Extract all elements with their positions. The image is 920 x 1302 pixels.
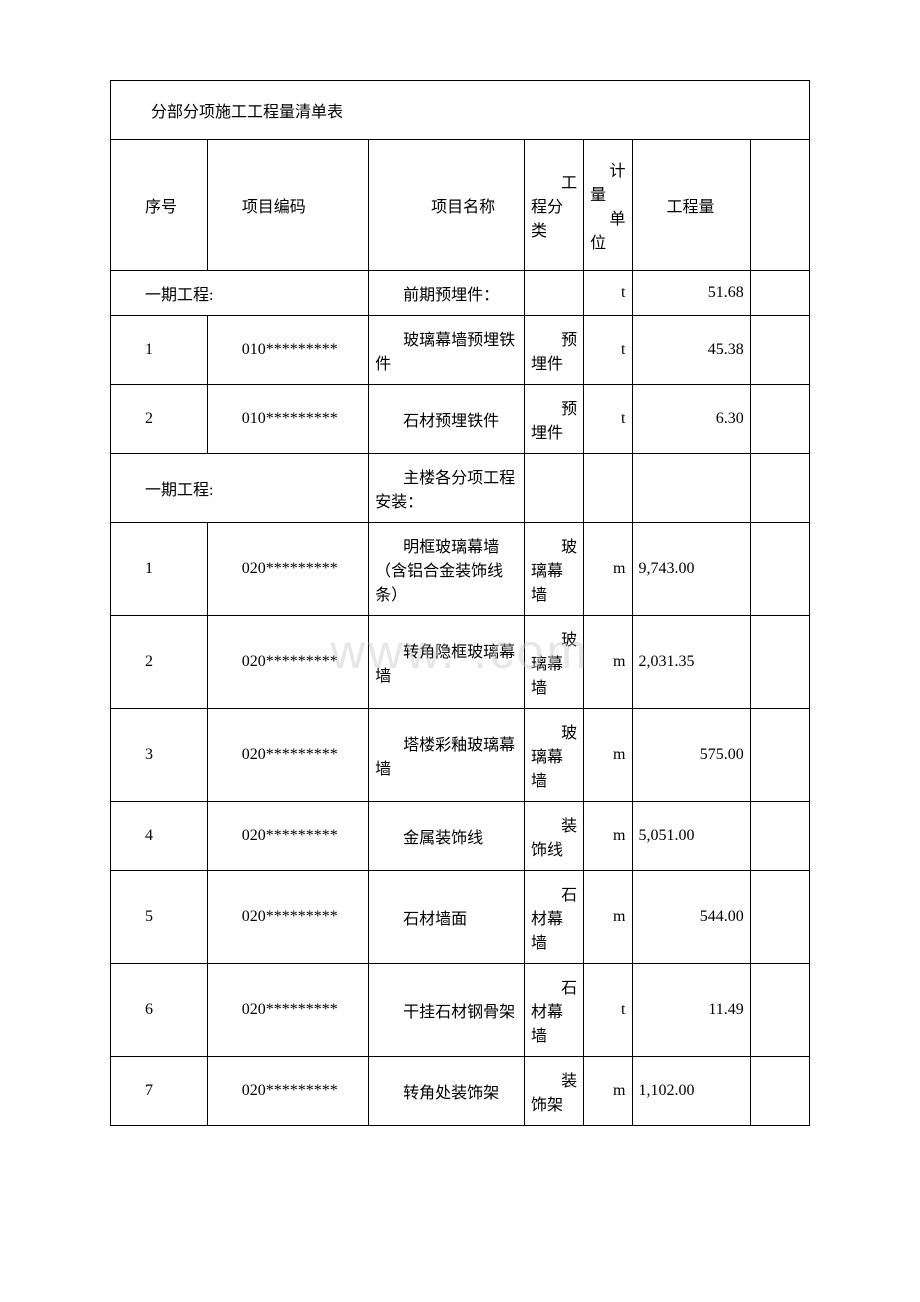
cell-extra — [750, 316, 809, 385]
section-extra — [750, 271, 809, 316]
cell-name: 石材墙面 — [369, 871, 525, 964]
header-seq: 序号 — [111, 140, 208, 271]
cell-quantity: 1,102.00 — [632, 1057, 750, 1126]
cell-category: 预埋件 — [524, 316, 583, 385]
header-code: 项目编码 — [207, 140, 368, 271]
table-row: 3 020********* 塔楼彩釉玻璃幕墙 玻璃幕墙 m 575.00 — [111, 709, 810, 802]
cell-unit: m — [584, 709, 632, 802]
section-category — [524, 454, 583, 523]
cell-extra — [750, 385, 809, 454]
cell-unit: m — [584, 1057, 632, 1126]
cell-category: 装饰架 — [524, 1057, 583, 1126]
cell-category: 玻璃幕墙 — [524, 523, 583, 616]
cell-unit: m — [584, 616, 632, 709]
cell-category: 预埋件 — [524, 385, 583, 454]
cell-unit: t — [584, 964, 632, 1057]
cell-name: 明框玻璃幕墙（含铝合金装饰线条） — [369, 523, 525, 616]
cell-extra — [750, 709, 809, 802]
cell-code: 020********* — [207, 871, 368, 964]
cell-extra — [750, 1057, 809, 1126]
section-row: 一期工程: 主楼各分项工程安装： — [111, 454, 810, 523]
cell-quantity: 45.38 — [632, 316, 750, 385]
cell-code: 010********* — [207, 316, 368, 385]
cell-quantity: 575.00 — [632, 709, 750, 802]
header-category: 工程分类 — [524, 140, 583, 271]
cell-seq: 6 — [111, 964, 208, 1057]
section-unit — [584, 454, 632, 523]
cell-code: 020********* — [207, 616, 368, 709]
cell-name: 塔楼彩釉玻璃幕墙 — [369, 709, 525, 802]
section-quantity: 51.68 — [632, 271, 750, 316]
table-row: 5 020********* 石材墙面 石材幕墙 m 544.00 — [111, 871, 810, 964]
cell-name: 玻璃幕墙预埋铁件 — [369, 316, 525, 385]
section-name: 前期预埋件： — [369, 271, 525, 316]
cell-seq: 3 — [111, 709, 208, 802]
cell-code: 020********* — [207, 802, 368, 871]
cell-category: 玻璃幕墙 — [524, 709, 583, 802]
cell-extra — [750, 523, 809, 616]
table-title: 分部分项施工工程量清单表 — [111, 81, 810, 140]
section-category — [524, 271, 583, 316]
cell-quantity: 11.49 — [632, 964, 750, 1057]
cell-seq: 2 — [111, 616, 208, 709]
table-row: 1 020********* 明框玻璃幕墙（含铝合金装饰线条） 玻璃幕墙 m 9… — [111, 523, 810, 616]
cell-seq: 7 — [111, 1057, 208, 1126]
cell-extra — [750, 964, 809, 1057]
cell-seq: 4 — [111, 802, 208, 871]
cell-code: 010********* — [207, 385, 368, 454]
cell-unit: t — [584, 385, 632, 454]
section-extra — [750, 454, 809, 523]
header-name: 项目名称 — [369, 140, 525, 271]
section-unit: t — [584, 271, 632, 316]
cell-unit: t — [584, 316, 632, 385]
cell-quantity: 2,031.35 — [632, 616, 750, 709]
table-title-row: 分部分项施工工程量清单表 — [111, 81, 810, 140]
cell-category: 装饰线 — [524, 802, 583, 871]
table-row: 1 010********* 玻璃幕墙预埋铁件 预埋件 t 45.38 — [111, 316, 810, 385]
cell-seq: 5 — [111, 871, 208, 964]
header-quantity: 工程量 — [632, 140, 750, 271]
cell-seq: 1 — [111, 523, 208, 616]
cell-unit: m — [584, 802, 632, 871]
cell-quantity: 544.00 — [632, 871, 750, 964]
section-name: 主楼各分项工程安装： — [369, 454, 525, 523]
cell-name: 金属装饰线 — [369, 802, 525, 871]
table-row: 2 010********* 石材预埋铁件 预埋件 t 6.30 — [111, 385, 810, 454]
cell-name: 转角隐框玻璃幕墙 — [369, 616, 525, 709]
cell-quantity: 9,743.00 — [632, 523, 750, 616]
cell-unit: m — [584, 523, 632, 616]
header-extra — [750, 140, 809, 271]
cell-seq: 1 — [111, 316, 208, 385]
cell-extra — [750, 802, 809, 871]
cell-code: 020********* — [207, 709, 368, 802]
cell-code: 020********* — [207, 964, 368, 1057]
cell-code: 020********* — [207, 523, 368, 616]
cell-seq: 2 — [111, 385, 208, 454]
cell-name: 干挂石材钢骨架 — [369, 964, 525, 1057]
table-row: 2 020********* 转角隐框玻璃幕墙 玻璃幕墙 m 2,031.35 — [111, 616, 810, 709]
cell-unit: m — [584, 871, 632, 964]
table-row: 6 020********* 干挂石材钢骨架 石材幕墙 t 11.49 — [111, 964, 810, 1057]
document-page: www. .com 分部分项施工工程量清单表 序号 项目编码 项目名称 工程分类… — [0, 0, 920, 1166]
cell-code: 020********* — [207, 1057, 368, 1126]
cell-extra — [750, 616, 809, 709]
header-unit: 计量单位 — [584, 140, 632, 271]
section-row: 一期工程: 前期预埋件： t 51.68 — [111, 271, 810, 316]
cell-quantity: 5,051.00 — [632, 802, 750, 871]
section-label: 一期工程: — [111, 271, 369, 316]
table-header-row: 序号 项目编码 项目名称 工程分类 计量单位 工程量 — [111, 140, 810, 271]
table-row: 7 020********* 转角处装饰架 装饰架 m 1,102.00 — [111, 1057, 810, 1126]
cell-name: 转角处装饰架 — [369, 1057, 525, 1126]
cell-extra — [750, 871, 809, 964]
table-row: 4 020********* 金属装饰线 装饰线 m 5,051.00 — [111, 802, 810, 871]
bill-of-quantities-table: 分部分项施工工程量清单表 序号 项目编码 项目名称 工程分类 计量单位 工程量 … — [110, 80, 810, 1126]
cell-category: 玻璃幕墙 — [524, 616, 583, 709]
cell-name: 石材预埋铁件 — [369, 385, 525, 454]
cell-category: 石材幕墙 — [524, 964, 583, 1057]
section-label: 一期工程: — [111, 454, 369, 523]
cell-category: 石材幕墙 — [524, 871, 583, 964]
cell-quantity: 6.30 — [632, 385, 750, 454]
section-quantity — [632, 454, 750, 523]
